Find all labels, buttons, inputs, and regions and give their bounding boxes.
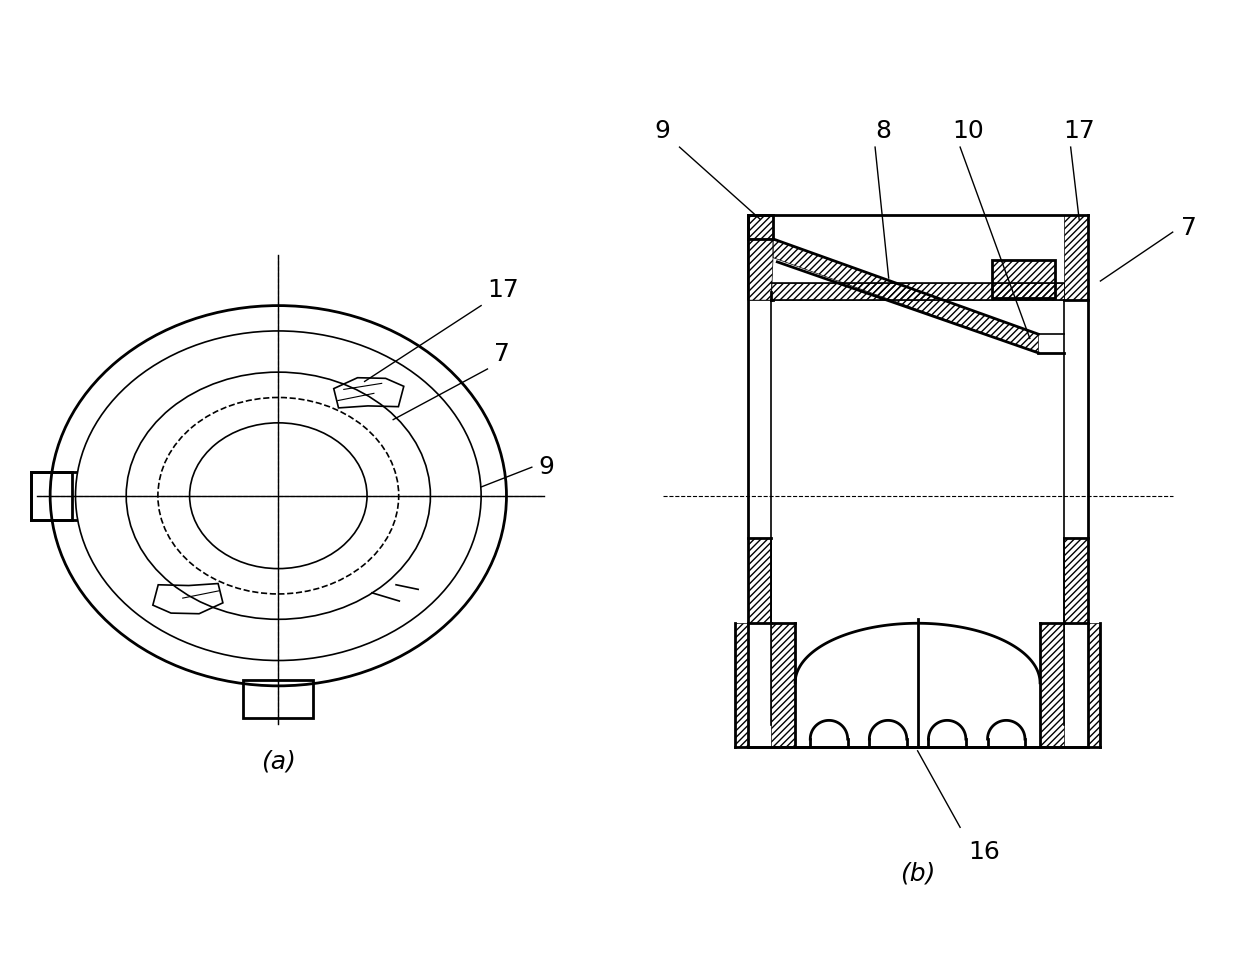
Text: 9: 9	[538, 455, 554, 479]
Text: 7: 7	[494, 342, 510, 365]
Bar	[31, 471, 72, 520]
Bar	[748, 215, 773, 239]
Text: 8: 8	[875, 119, 892, 143]
Bar	[992, 260, 1055, 298]
Text: (b): (b)	[900, 861, 935, 885]
Text: 17: 17	[1063, 119, 1095, 143]
Text: 9: 9	[655, 119, 671, 143]
Text: 16: 16	[968, 840, 1001, 864]
Text: 10: 10	[952, 119, 985, 143]
Text: 17: 17	[487, 278, 520, 302]
Bar	[243, 679, 314, 717]
Text: 7: 7	[1182, 216, 1197, 240]
Text: (a): (a)	[260, 749, 296, 774]
